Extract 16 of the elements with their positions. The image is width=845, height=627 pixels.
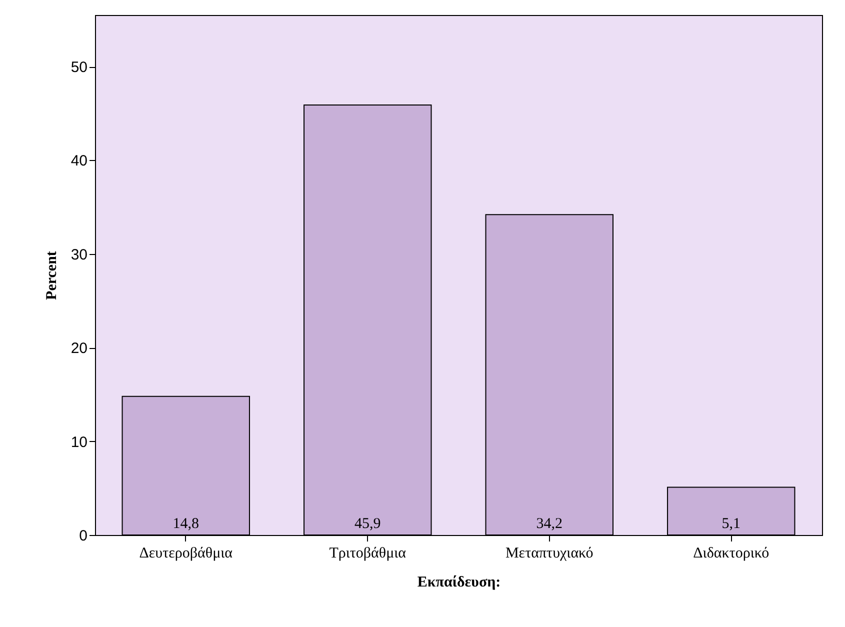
data-label: 45,9 xyxy=(354,516,381,532)
data-label: 14,8 xyxy=(172,516,199,532)
x-axis-title: Εκπαίδευση: xyxy=(417,574,501,590)
x-tick-label: Τριτοβάθμια xyxy=(329,546,406,562)
y-tick-label: 10 xyxy=(70,434,88,451)
x-tick-label: Δευτεροβάθμια xyxy=(139,546,233,562)
x-tick-label: Μεταπτυχιακό xyxy=(505,546,594,562)
y-tick-label: 50 xyxy=(70,59,88,76)
data-label: 34,2 xyxy=(536,516,562,532)
y-tick-label: 0 xyxy=(79,528,88,544)
y-tick-label: 40 xyxy=(70,152,88,170)
data-label: 5,1 xyxy=(722,516,740,532)
x-tick-label: Διδακτορικό xyxy=(693,546,770,562)
y-axis-title: Percent xyxy=(44,251,60,300)
y-tick-label: 30 xyxy=(70,246,88,264)
y-tick-label: 20 xyxy=(70,340,88,358)
